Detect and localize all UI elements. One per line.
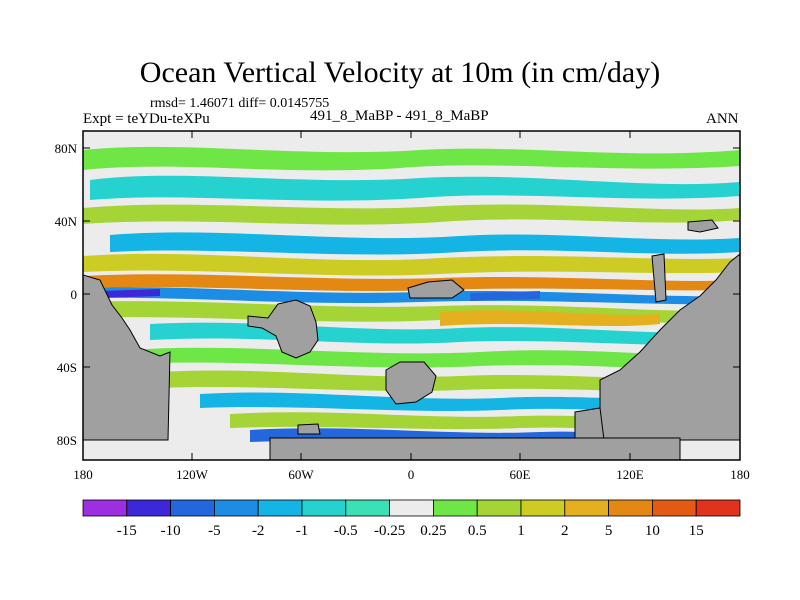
colorbar-swatch <box>389 499 434 517</box>
colorbar-swatch <box>520 499 566 517</box>
colorbar-swatch <box>652 499 697 517</box>
colorbar-label: 1 <box>517 523 525 539</box>
lon-labels: 180 120W 60W 0 60E 120E 180 <box>73 467 750 482</box>
lat-label: 80N <box>55 141 78 156</box>
colorbar-swatch <box>301 499 347 517</box>
colorbar-label: -2 <box>252 523 265 539</box>
colorbar-swatch <box>213 499 259 517</box>
colorbar-swatch <box>564 499 609 517</box>
colorbar-label: -0.25 <box>374 523 405 539</box>
lon-label: 0 <box>408 467 415 482</box>
lon-tick-marks <box>191 131 631 460</box>
colorbar-label: -10 <box>161 523 181 539</box>
colorbar-label: -5 <box>208 523 221 539</box>
experiment-label: Expt = teYDu-teXPu <box>83 111 210 127</box>
lat-label: 40S <box>57 360 77 375</box>
colorbar-label: 15 <box>689 523 704 539</box>
lon-label: 180 <box>73 467 93 482</box>
colorbar-swatch <box>695 499 741 517</box>
colorbar-swatch <box>608 499 653 517</box>
colorbar-swatch <box>432 499 478 517</box>
colorbar-swatch <box>345 499 390 517</box>
map-field <box>83 131 740 460</box>
colorbar-label: 5 <box>605 523 613 539</box>
colorbar-label: -15 <box>117 523 137 539</box>
lon-label: 60E <box>510 467 531 482</box>
colorbar-label: -0.5 <box>334 523 358 539</box>
plot-title: Ocean Vertical Velocity at 10m (in cm/da… <box>139 56 661 89</box>
stats-text: rmsd= 1.46071 diff= 0.0145755 <box>150 96 330 111</box>
colorbar-swatch <box>170 499 215 517</box>
colorbar-swatch <box>257 499 303 517</box>
lat-tick-marks <box>83 147 740 441</box>
colorbar-label: 10 <box>645 523 660 539</box>
lon-label: 120E <box>616 467 644 482</box>
colorbar-labels: -15 -10 -5 -2 -1 -0.5 -0.25 0.25 0.5 1 2 5 10 15 <box>117 523 704 539</box>
season-label: ANN <box>706 111 739 127</box>
colorbar-swatch <box>476 499 522 517</box>
lon-label: 60W <box>288 467 314 482</box>
lat-labels: 80N 40N 0 40S 80S <box>55 141 78 448</box>
colorbar-label: 2 <box>561 523 569 539</box>
colorbar-label: 0.5 <box>468 523 487 539</box>
lat-label: 0 <box>71 287 78 302</box>
colorbar <box>82 499 741 517</box>
lat-label: 40N <box>55 214 78 229</box>
lat-label: 80S <box>57 433 77 448</box>
colorbar-swatch <box>82 499 128 517</box>
lon-label: 180 <box>730 467 750 482</box>
cases-label: 491_8_MaBP - 491_8_MaBP <box>310 108 489 124</box>
lon-label: 120W <box>176 467 209 482</box>
colorbar-label: 0.25 <box>420 523 446 539</box>
colorbar-swatch <box>126 499 172 517</box>
colorbar-label: -1 <box>296 523 309 539</box>
